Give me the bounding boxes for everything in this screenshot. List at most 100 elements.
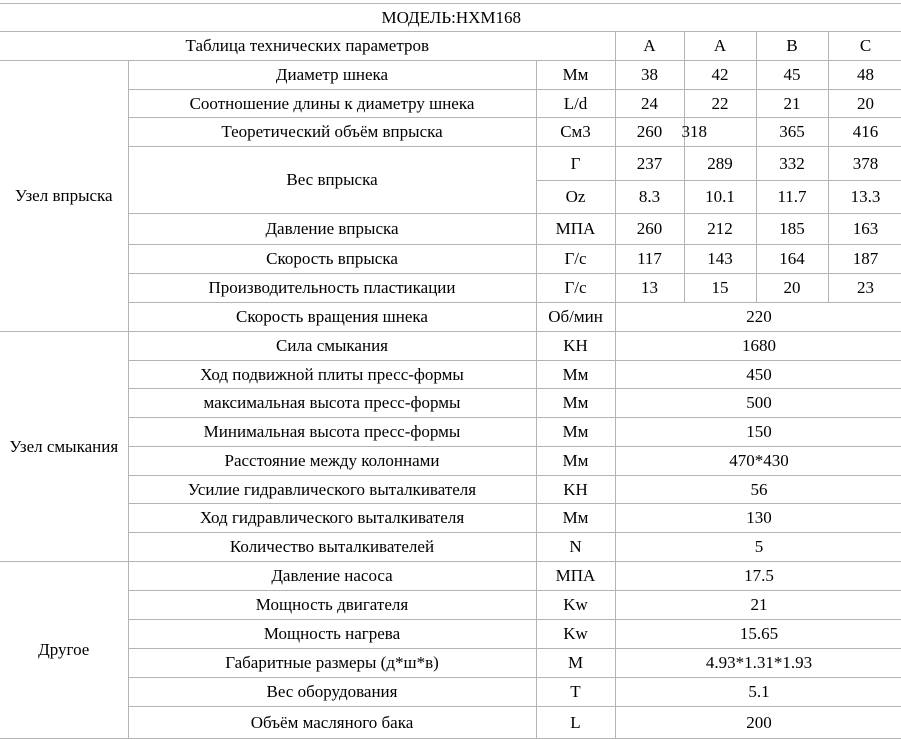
value-cell: 220 xyxy=(614,302,901,332)
value-cell: 42 xyxy=(683,60,757,90)
unit: Об/мин xyxy=(535,302,616,332)
unit: Мм xyxy=(535,417,616,447)
value-cell: 318 xyxy=(681,117,757,147)
unit: Oz xyxy=(535,180,616,214)
value-cell: 20 xyxy=(827,89,901,118)
table-row: Другое Давление насоса МПА 17.5 xyxy=(0,561,901,739)
value-cell: 200 xyxy=(614,706,901,739)
param-name: Мощность двигателя xyxy=(127,590,537,620)
table-row: Скорость впрыска Г/с 117 143 164 187 xyxy=(0,244,901,274)
column-header: A xyxy=(614,31,685,61)
group-name: Узел смыкания xyxy=(9,436,119,456)
title-row: МОДЕЛЬ:HXM168 xyxy=(0,3,901,32)
value-cell: 163 xyxy=(827,213,901,245)
group-name: Узел впрыска xyxy=(14,186,113,205)
group-label: Другое xyxy=(0,561,129,739)
value: 318 xyxy=(681,122,708,141)
param-name: максимальная высота пресс-формы xyxy=(127,388,537,418)
value-cell: 22 xyxy=(683,89,757,118)
value-cell: 56 xyxy=(614,475,901,504)
unit: См3 xyxy=(535,117,616,147)
value-cell: 5.1 xyxy=(614,677,901,707)
table-row: Узел смыкания Сила смыкания KH 1680 xyxy=(0,331,901,562)
unit: T xyxy=(535,677,616,707)
group-name: Другое xyxy=(38,640,90,659)
value-cell: 4.93*1.31*1.93 xyxy=(614,648,901,678)
value-cell: 143 xyxy=(683,244,757,274)
table-row: Скорость вращения шнека Об/мин 220 xyxy=(0,302,901,332)
param-name: Сила смыкания xyxy=(127,331,537,361)
value-cell: 17.5 xyxy=(614,561,901,591)
table-row: Мощность двигателя Kw 21 xyxy=(0,590,901,620)
column-header: A xyxy=(683,31,757,61)
table-row: Узел впрыска Диаметр шнека Мм 38 42 45 48 xyxy=(0,60,901,332)
param-name: Габаритные размеры (д*ш*в) xyxy=(127,648,537,678)
value-cell: 13 xyxy=(614,273,685,303)
table-row: Соотношение длины к диаметру шнека L/d 24 2… xyxy=(0,89,901,118)
unit: L/d xyxy=(535,89,616,118)
column-header: B xyxy=(755,31,829,61)
param-name: Ход гидравлического выталкивателя xyxy=(127,503,537,533)
param-name: Ход подвижной плиты пресс-формы xyxy=(127,360,537,389)
unit: Г xyxy=(535,146,616,181)
param-name: Усилие гидравлического выталкивателя xyxy=(127,475,537,504)
value-cell: 187 xyxy=(827,244,901,274)
value-cell: 332 xyxy=(755,146,829,181)
table-row: Габаритные размеры (д*ш*в) M 4.93*1.31*1.9… xyxy=(0,648,901,678)
value-cell: 150 xyxy=(614,417,901,447)
table-row: Ход гидравлического выталкивателя Мм 130 xyxy=(0,503,901,533)
value-cell: 260 xyxy=(614,117,685,147)
value-cell: 11.7 xyxy=(755,180,829,214)
value-cell: 378 xyxy=(827,146,901,181)
unit: Kw xyxy=(535,619,616,649)
unit: Мм xyxy=(535,360,616,389)
unit: Мм xyxy=(535,503,616,533)
unit: МПА xyxy=(535,213,616,245)
value-cell: 164 xyxy=(755,244,829,274)
param-name: Количество выталкивателей xyxy=(127,532,537,562)
value-cell: 212 xyxy=(683,213,757,245)
param-name: Расстояние между колоннами xyxy=(127,446,537,476)
value-cell: 20 xyxy=(755,273,829,303)
value-cell: 48 xyxy=(827,60,901,90)
table-row: максимальная высота пресс-формы Мм 500 xyxy=(0,388,901,418)
table-row: Расстояние между колоннами Мм 470*430 xyxy=(0,446,901,476)
value-cell: 38 xyxy=(614,60,685,90)
value-cell: 470*430 xyxy=(614,446,901,476)
value-cell: 24 xyxy=(614,89,685,118)
table-row: Теоретический объём впрыска См3 260 318 365 4… xyxy=(0,117,901,147)
param-name: Скорость впрыска xyxy=(127,244,537,274)
value-cell: 130 xyxy=(614,503,901,533)
param-name: Диаметр шнека xyxy=(127,60,537,90)
param-name: Вес впрыска xyxy=(127,146,537,214)
param-name: Вес оборудования xyxy=(127,677,537,707)
value-cell: 416 xyxy=(827,117,901,147)
table-row: Вес впрыска Г 237 289 332 378 xyxy=(0,146,901,214)
param-name: Скорость вращения шнека xyxy=(127,302,537,332)
value-cell: 15 xyxy=(683,273,757,303)
table-row: Oz 8.3 10.1 11.7 13.3 xyxy=(0,180,901,214)
table-row: Вес оборудования T 5.1 xyxy=(0,677,901,707)
unit: L xyxy=(535,706,616,739)
value-cell: 23 xyxy=(827,273,901,303)
table-row: Давление впрыска МПА 260 212 185 163 xyxy=(0,213,901,245)
spec-table: МОДЕЛЬ:HXM168 Таблица технических параме… xyxy=(0,3,901,739)
unit: МПА xyxy=(535,561,616,591)
table-row: Производительность пластикации Г/с 13 15 20 2… xyxy=(0,273,901,303)
param-name: Теоретический объём впрыска xyxy=(127,117,537,147)
table-row: Объём масляного бака L 200 xyxy=(0,706,901,739)
param-name: Объём масляного бака xyxy=(127,706,537,739)
value-cell: 450 xyxy=(614,360,901,389)
unit: M xyxy=(535,648,616,678)
value-cell: 365 xyxy=(755,117,829,147)
unit: Г/с xyxy=(535,273,616,303)
table-row: Ход подвижной плиты пресс-формы Мм 450 xyxy=(0,360,901,389)
header-row: Таблица технических параметров A A B C xyxy=(0,31,901,61)
value-cell: 15.65 xyxy=(614,619,901,649)
value-cell: 21 xyxy=(614,590,901,620)
value-cell: 500 xyxy=(614,388,901,418)
model-title: МОДЕЛЬ:HXM168 xyxy=(0,3,901,32)
value-cell: 5 xyxy=(614,532,901,562)
group-label: Узел впрыска xyxy=(0,60,129,332)
table-row: Количество выталкивателей N 5 xyxy=(0,532,901,562)
